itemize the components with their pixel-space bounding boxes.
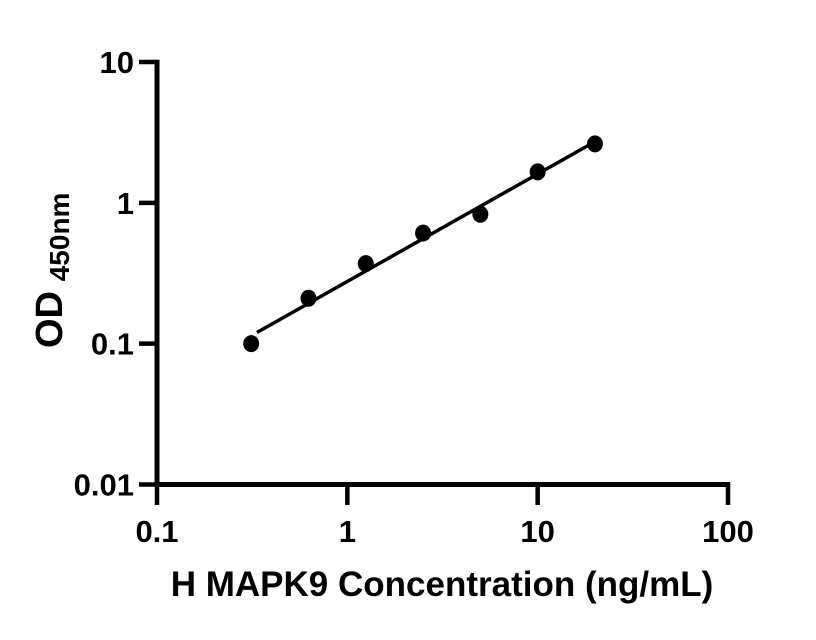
x-axis-title: H MAPK9 Concentration (ng/mL) bbox=[171, 565, 713, 604]
x-tick-label: 10 bbox=[520, 514, 554, 549]
data-point bbox=[415, 224, 432, 242]
x-tick-label: 0.1 bbox=[135, 514, 178, 549]
y-axis-title-main: OD bbox=[29, 291, 71, 348]
y-tick-label: 0.01 bbox=[74, 468, 134, 503]
y-axis: 10 1 0.1 0.01 bbox=[74, 45, 160, 503]
y-axis-title-sub: 450nm bbox=[44, 193, 75, 282]
data-points-series bbox=[243, 135, 603, 353]
x-tick-label: 1 bbox=[339, 514, 356, 549]
y-tick-label: 10 bbox=[100, 45, 134, 80]
y-tick-label: 1 bbox=[117, 186, 134, 221]
data-point bbox=[472, 205, 489, 223]
data-point bbox=[586, 135, 603, 153]
y-axis-title: OD 450nm bbox=[29, 193, 75, 348]
data-point bbox=[357, 255, 374, 273]
y-tick-label: 0.1 bbox=[91, 327, 134, 362]
x-tick-label: 100 bbox=[702, 514, 754, 549]
data-point bbox=[243, 335, 260, 353]
x-axis: 0.1 1 10 100 bbox=[135, 482, 754, 549]
data-point bbox=[529, 163, 546, 181]
data-point bbox=[300, 289, 317, 307]
